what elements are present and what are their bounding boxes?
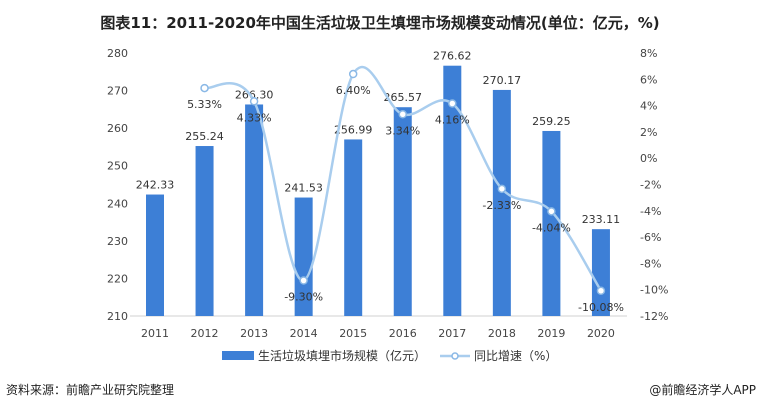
chart-svg: 210 220 230 240 250 260 270 280 -12% -10% -8% -6% -4… xyxy=(107,47,668,363)
right-axis-tick: 8% xyxy=(640,47,657,60)
bar xyxy=(443,65,462,316)
right-axis-tick: 0% xyxy=(640,152,657,165)
bar-value-label: 241.53 xyxy=(284,182,323,195)
right-axis-tick: 6% xyxy=(640,73,657,86)
x-axis-tick: 2011 xyxy=(141,327,169,340)
growth-value-label: 3.34% xyxy=(385,124,420,137)
right-axis-tick: -8% xyxy=(640,257,661,270)
bar-value-label: 259.25 xyxy=(532,115,571,128)
chart-title: 图表11：2011-2020年中国生活垃圾卫生填埋市场规模变动情况(单位：亿元，… xyxy=(100,14,660,32)
x-axis-tick: 2014 xyxy=(290,327,318,340)
bar xyxy=(393,107,412,316)
growth-value-label: 6.40% xyxy=(336,84,371,97)
legend-bar-label: 生活垃圾填埋市场规模（亿元） xyxy=(258,348,426,363)
growth-value-label: 4.33% xyxy=(237,111,272,124)
right-axis-tick: -4% xyxy=(640,205,661,218)
bar xyxy=(492,89,511,317)
bar-value-label: 266.30 xyxy=(235,88,274,101)
x-axis-tick: 2018 xyxy=(488,327,516,340)
bar-value-label: 233.11 xyxy=(582,213,621,226)
x-axis-tick: 2020 xyxy=(587,327,615,340)
bar-value-label: 276.62 xyxy=(433,50,472,63)
growth-point xyxy=(448,99,457,108)
right-axis-tick: -2% xyxy=(640,179,661,192)
x-axis-tick: 2012 xyxy=(191,327,219,340)
growth-value-label: -10.08% xyxy=(578,301,624,314)
growth-point xyxy=(596,286,606,296)
bar-value-label: 255.24 xyxy=(185,130,224,143)
growth-point xyxy=(249,97,259,106)
left-axis-tick: 250 xyxy=(107,160,128,173)
source-note: 资料来源：前瞻产业研究院整理 xyxy=(6,383,175,397)
x-axis-tick: 2017 xyxy=(438,327,466,340)
growth-point xyxy=(398,110,407,119)
growth-point xyxy=(200,83,209,93)
bar xyxy=(294,197,313,316)
bar-value-label: 242.33 xyxy=(136,179,175,192)
bar xyxy=(591,229,610,316)
bar xyxy=(195,146,214,316)
bar xyxy=(146,194,164,316)
x-axis-tick: 2019 xyxy=(537,327,565,340)
left-axis-tick: 220 xyxy=(107,272,128,285)
x-axis-tick: 2015 xyxy=(339,327,367,340)
right-axis-tick: -10% xyxy=(640,284,668,297)
growth-value-label: -2.33% xyxy=(482,199,521,212)
growth-value-label: 4.16% xyxy=(435,113,470,126)
left-axis-tick: 240 xyxy=(107,197,128,210)
bar-value-label: 265.57 xyxy=(384,91,423,104)
legend-line-label: 同比增速（%） xyxy=(474,349,557,363)
bar-value-label: 270.17 xyxy=(483,74,522,87)
x-axis-tick: 2016 xyxy=(389,327,417,340)
right-axis-tick: 2% xyxy=(640,126,657,139)
bar xyxy=(245,104,264,316)
bar xyxy=(542,130,561,316)
x-axis-tick: 2013 xyxy=(240,327,268,340)
bar-value-label: 256.99 xyxy=(334,123,373,136)
left-axis-tick: 280 xyxy=(107,47,128,60)
growth-value-label: 5.33% xyxy=(187,98,222,111)
left-axis-tick: 210 xyxy=(107,310,128,323)
right-axis-tick: -6% xyxy=(640,231,661,244)
growth-value-label: -9.30% xyxy=(284,290,323,303)
legend-line-marker xyxy=(451,352,459,360)
growth-point xyxy=(497,184,507,194)
growth-point xyxy=(547,207,556,216)
left-axis-tick: 230 xyxy=(107,235,128,248)
left-axis-tick: 270 xyxy=(107,85,128,98)
right-axis-tick: 4% xyxy=(640,100,657,113)
bar xyxy=(344,139,363,316)
right-axis-tick: -12% xyxy=(640,310,668,323)
legend-bar-swatch xyxy=(222,351,254,360)
left-axis-tick: 260 xyxy=(107,122,128,135)
growth-point xyxy=(348,69,358,79)
growth-line xyxy=(204,65,603,292)
brand-credit: @前瞻经济学人APP xyxy=(649,383,756,397)
growth-value-label: -4.04% xyxy=(532,221,571,234)
growth-point xyxy=(299,276,308,285)
